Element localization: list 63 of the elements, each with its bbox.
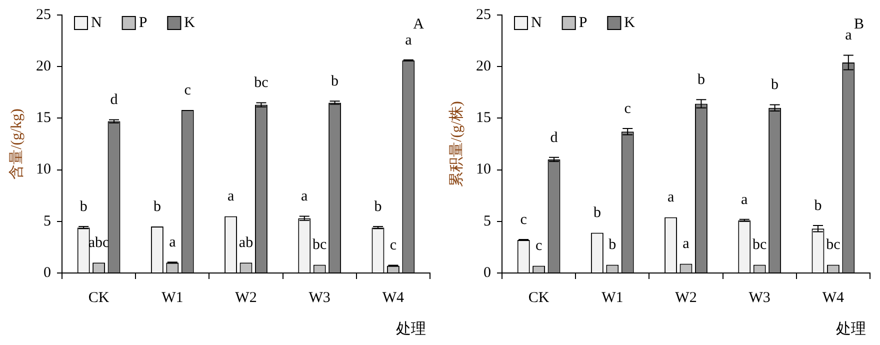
data-label: bc bbox=[826, 237, 841, 254]
data-label: a bbox=[845, 28, 852, 44]
y-tick-label: 20 bbox=[36, 58, 51, 75]
x-axis-title: 处理 bbox=[396, 320, 426, 338]
annotation: B bbox=[854, 16, 864, 32]
data-label: c bbox=[390, 238, 397, 254]
data-label: bc bbox=[752, 237, 768, 254]
data-label: ab bbox=[238, 235, 254, 252]
annotation: A bbox=[413, 16, 424, 32]
x-tick-label: W2 bbox=[235, 290, 257, 306]
y-tick-label: 5 bbox=[484, 213, 491, 230]
legend-label: P bbox=[578, 14, 588, 31]
x-tick-label: W4 bbox=[382, 290, 405, 306]
y-tick-label: 10 bbox=[476, 162, 491, 178]
legend-label: P bbox=[138, 14, 148, 31]
y-tick-label: 15 bbox=[36, 110, 51, 126]
y-tick-label: 0 bbox=[44, 264, 51, 281]
data-label: bc bbox=[312, 237, 328, 254]
data-label: b bbox=[374, 198, 382, 215]
x-tick-label: W4 bbox=[822, 290, 845, 306]
data-label: a bbox=[741, 192, 748, 208]
y-tick-label: 15 bbox=[476, 110, 491, 126]
x-tick-label: W1 bbox=[602, 290, 624, 306]
data-label: a bbox=[301, 188, 308, 205]
data-label: b bbox=[80, 198, 88, 215]
data-label: a bbox=[682, 236, 690, 252]
y-tick-label: 0 bbox=[484, 264, 491, 281]
legend-label: K bbox=[184, 14, 196, 31]
data-label: c bbox=[520, 212, 528, 228]
data-label: b bbox=[697, 72, 705, 88]
data-label: b bbox=[771, 77, 779, 94]
data-label: b bbox=[331, 74, 339, 90]
data-label: a bbox=[227, 188, 234, 205]
y-tick-label: 20 bbox=[476, 58, 491, 75]
y-tick-label: 10 bbox=[36, 162, 51, 178]
x-tick-label: W3 bbox=[748, 290, 770, 306]
data-label: c bbox=[535, 238, 542, 254]
data-label: a bbox=[667, 190, 674, 206]
data-label: b bbox=[608, 237, 616, 254]
data-label: b bbox=[593, 205, 601, 222]
data-label: d bbox=[110, 92, 118, 108]
y-tick-label: 5 bbox=[44, 213, 51, 230]
x-axis-title: 处理 bbox=[836, 320, 866, 338]
data-label: c bbox=[624, 100, 632, 117]
data-label: bc bbox=[254, 75, 269, 92]
y-tick-label: 25 bbox=[36, 6, 51, 23]
x-tick-label: CK bbox=[88, 290, 110, 306]
x-tick-label: W2 bbox=[675, 290, 697, 306]
data-label: a bbox=[405, 32, 412, 48]
y-axis-title: 含量/(g/kg) bbox=[8, 108, 25, 180]
y-axis-title: 累积量/(g/株) bbox=[448, 101, 465, 187]
data-label: b bbox=[153, 198, 161, 215]
x-tick-label: W3 bbox=[308, 290, 330, 306]
data-label: c bbox=[184, 82, 192, 98]
x-tick-label: W1 bbox=[162, 290, 184, 306]
data-label: d bbox=[550, 130, 558, 146]
legend-label: K bbox=[624, 14, 636, 31]
data-label: a bbox=[169, 234, 176, 251]
data-label: b bbox=[814, 198, 822, 214]
legend-label: N bbox=[91, 14, 102, 31]
y-tick-label: 25 bbox=[476, 6, 491, 23]
x-tick-label: CK bbox=[528, 290, 550, 306]
legend-label: N bbox=[531, 14, 542, 31]
